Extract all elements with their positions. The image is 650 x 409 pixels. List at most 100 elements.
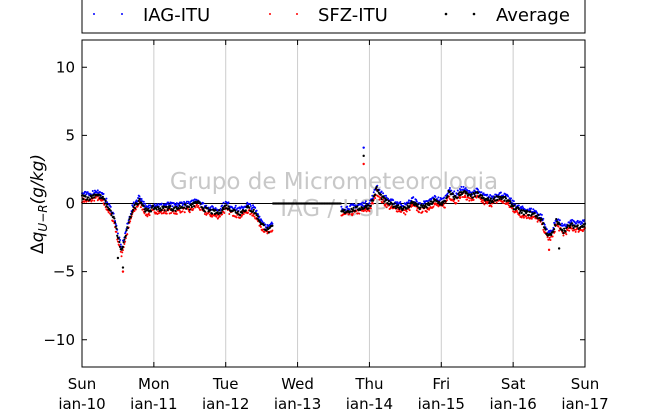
data-point (364, 201, 367, 204)
y-axis-label: ΔqU−R(g/kg) (28, 154, 50, 254)
data-point (85, 198, 89, 201)
data-point (517, 204, 520, 207)
data-point (568, 226, 572, 229)
x-tick-label-date: jan-12 (201, 395, 249, 409)
data-point (393, 202, 396, 205)
data-point (380, 190, 383, 193)
data-point (109, 205, 112, 208)
data-point (526, 210, 529, 213)
data-point (123, 238, 126, 241)
data-point (561, 229, 564, 232)
data-point (223, 212, 226, 215)
data-point (520, 211, 523, 214)
data-point (93, 199, 96, 202)
data-point (398, 207, 401, 211)
data-point (480, 191, 483, 194)
data-point (375, 185, 378, 189)
data-point (93, 189, 96, 192)
data-point (529, 209, 532, 211)
data-point (165, 203, 168, 206)
data-point (199, 208, 202, 211)
data-point (155, 208, 158, 211)
data-point (144, 210, 147, 213)
data-point (422, 202, 425, 205)
data-point (548, 236, 551, 239)
ylabel-q: q (28, 231, 48, 242)
data-point (249, 203, 252, 206)
data-point (148, 214, 151, 217)
data-point (570, 220, 573, 223)
x-tick-label-date: jan-17 (560, 395, 608, 409)
data-point (509, 200, 512, 203)
data-point (530, 217, 533, 220)
legend-item-sfz-itu: SFZ-ITU (269, 5, 388, 26)
series-average (80, 185, 587, 251)
data-point (414, 201, 417, 204)
data-point (168, 206, 171, 210)
data-point (175, 212, 178, 215)
data-point (134, 207, 137, 210)
data-point (352, 206, 355, 209)
series-points (80, 146, 587, 273)
data-point (443, 196, 446, 199)
legend-marker-average (472, 12, 476, 16)
data-point (536, 220, 539, 223)
data-point (509, 197, 512, 200)
data-point (162, 211, 165, 214)
data-point (581, 222, 584, 225)
data-point (572, 226, 575, 230)
data-point (259, 226, 262, 228)
x-tick-label-date: jan-16 (488, 395, 536, 409)
data-point (271, 224, 274, 227)
outlier-point-0 (362, 146, 365, 149)
data-point (241, 211, 244, 215)
data-point (486, 193, 489, 196)
data-point (491, 200, 495, 204)
data-point (129, 220, 132, 223)
data-point (104, 199, 107, 202)
data-point (160, 208, 163, 212)
data-point (434, 195, 437, 198)
data-point (408, 205, 411, 208)
data-point (540, 213, 543, 216)
data-point (140, 198, 143, 201)
y-tick-label: 10 (56, 58, 75, 76)
data-point (489, 197, 492, 200)
data-point (343, 208, 346, 211)
data-point (121, 245, 125, 248)
data-point (101, 195, 104, 198)
data-point (543, 223, 546, 226)
data-point (183, 211, 186, 214)
data-point (472, 198, 475, 201)
data-point (579, 223, 582, 226)
data-point (522, 216, 525, 219)
data-point (488, 201, 491, 204)
data-point (507, 195, 510, 198)
data-point (83, 200, 86, 203)
data-point (502, 201, 505, 204)
data-point (131, 208, 135, 212)
data-point (256, 217, 259, 220)
data-point (460, 185, 463, 188)
data-point (227, 205, 230, 208)
data-point (263, 230, 266, 233)
data-point (405, 207, 408, 210)
data-point (103, 202, 107, 205)
data-point (551, 235, 554, 238)
data-point (351, 210, 354, 213)
data-point (527, 213, 531, 217)
data-point (490, 205, 493, 208)
data-point (369, 204, 372, 207)
data-point (120, 255, 123, 258)
data-point (480, 200, 483, 203)
data-point (522, 215, 525, 218)
data-point (407, 201, 410, 204)
data-point (239, 216, 242, 219)
data-point (126, 226, 130, 230)
data-point (271, 222, 274, 225)
data-point (499, 191, 502, 194)
data-point (452, 200, 455, 203)
x-tick-label-day: Tue (212, 375, 239, 393)
data-point (402, 207, 405, 210)
data-point (125, 229, 128, 232)
